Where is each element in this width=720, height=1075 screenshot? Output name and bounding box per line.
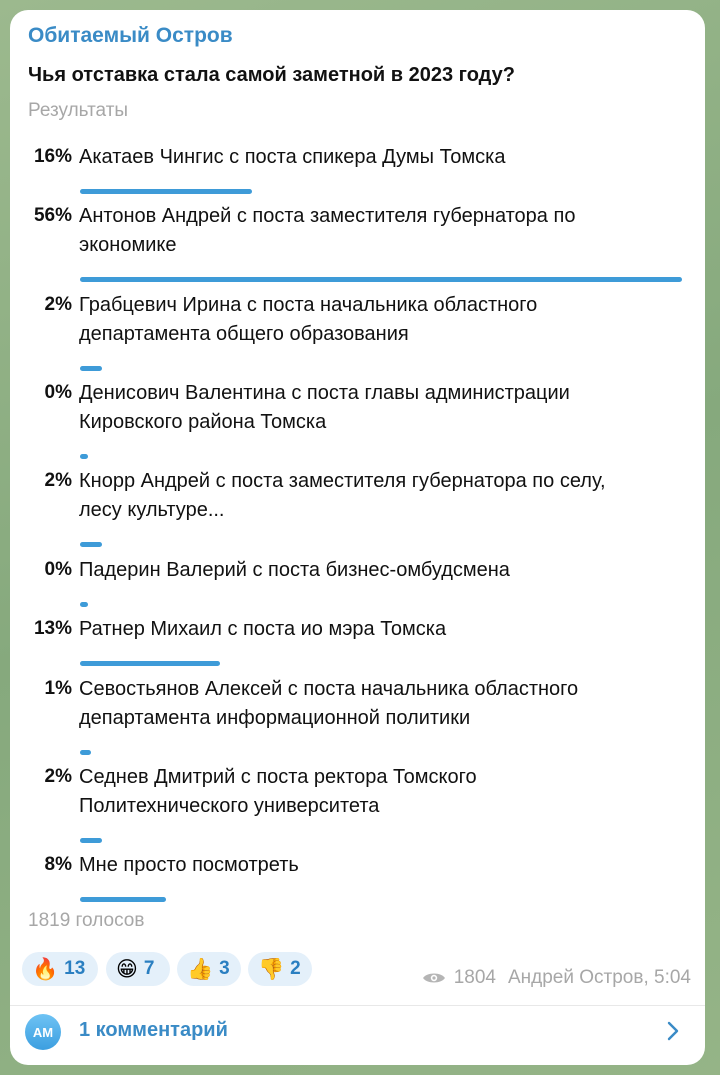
option-percent: 16% bbox=[33, 146, 72, 167]
option-percent: 2% bbox=[44, 766, 72, 787]
option-percent: 13% bbox=[33, 618, 72, 639]
option-text: Акатаев Чингис с поста спикера Думы Томс… bbox=[79, 143, 669, 172]
option-percent: 56% bbox=[33, 205, 72, 226]
reaction-button[interactable]: 🔥 13 bbox=[22, 952, 98, 986]
option-text: Денисович Валентина с поста главы админи… bbox=[79, 379, 669, 437]
option-result-bar bbox=[80, 750, 91, 755]
fire-icon: 🔥 bbox=[32, 957, 59, 981]
avatar[interactable]: АМ bbox=[25, 1014, 61, 1050]
option-text-line: Политехнического университета bbox=[79, 795, 380, 817]
option-text-line: Седнев Дмитрий с поста ректора Томского bbox=[79, 766, 477, 788]
option-text-line: Денисович Валентина с поста главы админи… bbox=[79, 382, 570, 404]
option-text: Седнев Дмитрий с поста ректора Томского П… bbox=[79, 763, 669, 821]
option-percent: 8% bbox=[44, 854, 72, 875]
option-text-line: Мне просто посмотреть bbox=[79, 854, 299, 876]
option-text-line: Падерин Валерий с поста бизнес-омбудсмен… bbox=[79, 559, 510, 581]
option-result-bar bbox=[80, 542, 102, 547]
option-text-line: Севостьянов Алексей с поста начальника о… bbox=[79, 678, 579, 700]
option-result-bar bbox=[80, 277, 682, 282]
option-text-line: Акатаев Чингис с поста спикера Думы Томс… bbox=[79, 146, 506, 168]
option-text: Мне просто посмотреть bbox=[79, 851, 669, 880]
channel-name[interactable]: Обитаемый Остров bbox=[28, 24, 233, 47]
poll-question: Чья отставка стала самой заметной в 2023… bbox=[28, 64, 515, 86]
grin-icon: 😁 bbox=[116, 957, 138, 981]
reaction-count: 7 bbox=[143, 958, 155, 979]
thumbs-down-icon: 👎 bbox=[258, 957, 285, 981]
eye-icon bbox=[422, 973, 445, 983]
message-meta: 1804 Андрей Остров, 5:04 bbox=[422, 967, 691, 989]
option-text-line: департамента информационной политики bbox=[79, 707, 471, 729]
reaction-button[interactable]: 😁 7 bbox=[106, 952, 170, 986]
option-text-line: департамента общего образования bbox=[79, 323, 409, 345]
comments-link[interactable]: 1 комментарий bbox=[79, 1019, 228, 1041]
divider bbox=[10, 1005, 705, 1006]
views-count: 1804 bbox=[453, 967, 496, 988]
option-text: Падерин Валерий с поста бизнес-омбудсмен… bbox=[79, 556, 669, 585]
option-text: Грабцевич Ирина с поста начальника облас… bbox=[79, 291, 669, 349]
option-percent: 0% bbox=[44, 382, 72, 403]
option-result-bar bbox=[80, 189, 252, 194]
option-text: Севостьянов Алексей с поста начальника о… bbox=[79, 675, 669, 733]
option-percent: 0% bbox=[44, 559, 72, 580]
option-text-line: Ратнер Михаил с поста ио мэра Томска bbox=[79, 618, 447, 640]
chevron-right-icon[interactable] bbox=[663, 1021, 683, 1041]
option-text-line: лесу культуре... bbox=[79, 499, 225, 521]
option-percent: 2% bbox=[44, 470, 72, 491]
option-text: Ратнер Михаил с поста ио мэра Томска bbox=[79, 615, 669, 644]
reaction-button[interactable]: 👎 2 bbox=[248, 952, 312, 986]
option-text-line: Кировского района Томска bbox=[79, 411, 327, 433]
option-result-bar bbox=[80, 838, 102, 843]
option-result-bar bbox=[80, 897, 166, 902]
votes-count[interactable]: 1819 голосов bbox=[28, 910, 145, 931]
option-text-line: Антонов Андрей с поста заместителя губер… bbox=[79, 205, 576, 227]
option-percent: 1% bbox=[44, 678, 72, 699]
option-percent: 2% bbox=[44, 294, 72, 315]
results-label: Результаты bbox=[28, 100, 129, 121]
option-text-line: экономике bbox=[79, 234, 177, 256]
message-bubble: Обитаемый Остров Чья отставка стала само… bbox=[10, 10, 705, 1065]
reaction-count: 3 bbox=[219, 958, 230, 979]
reaction-count: 2 bbox=[290, 958, 301, 979]
option-text: Кнорр Андрей с поста заместителя губерна… bbox=[79, 467, 669, 525]
option-result-bar bbox=[80, 366, 102, 371]
reaction-count: 13 bbox=[64, 958, 86, 979]
option-text: Антонов Андрей с поста заместителя губер… bbox=[79, 202, 669, 260]
author-time: Андрей Остров, 5:04 bbox=[507, 967, 691, 988]
option-text-line: Грабцевич Ирина с поста начальника облас… bbox=[79, 294, 538, 316]
option-text-line: Кнорр Андрей с поста заместителя губерна… bbox=[79, 470, 606, 492]
option-result-bar bbox=[80, 661, 220, 666]
reaction-button[interactable]: 👍 3 bbox=[177, 952, 241, 986]
thumbs-up-icon: 👍 bbox=[187, 957, 214, 981]
option-result-bar bbox=[80, 454, 88, 459]
option-result-bar bbox=[80, 602, 88, 607]
